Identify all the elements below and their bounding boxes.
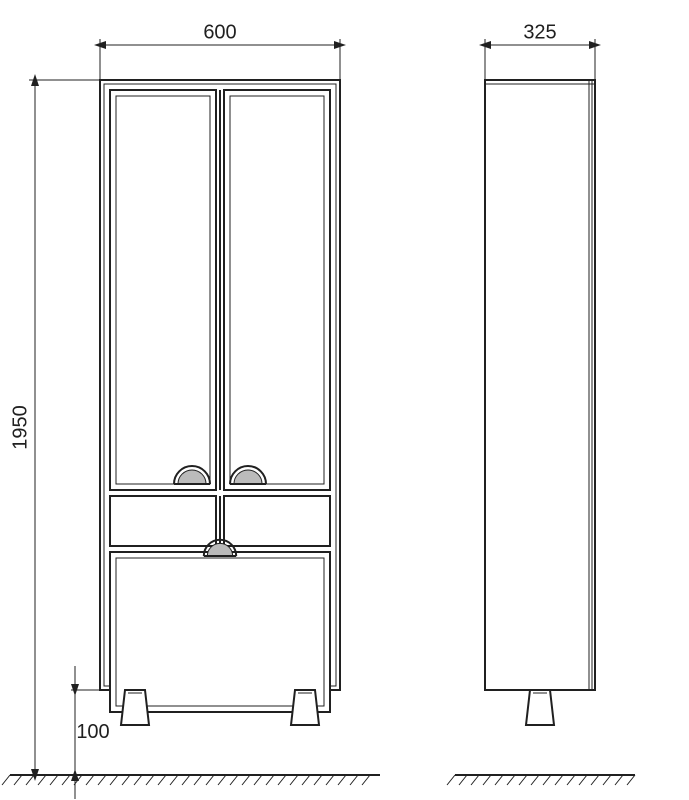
svg-text:1950: 1950 (9, 405, 31, 450)
svg-text:100: 100 (76, 721, 109, 743)
svg-text:325: 325 (523, 21, 556, 43)
svg-text:600: 600 (203, 21, 236, 43)
technical-drawing: 600 1950 100 325 (0, 0, 689, 800)
